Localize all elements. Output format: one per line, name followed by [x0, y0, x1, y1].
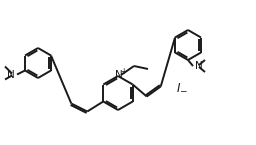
Text: N: N: [7, 69, 15, 79]
Text: −: −: [179, 87, 187, 96]
Text: N: N: [115, 70, 123, 80]
Text: I: I: [176, 81, 180, 95]
Text: +: +: [120, 68, 126, 77]
Text: N: N: [195, 61, 203, 71]
